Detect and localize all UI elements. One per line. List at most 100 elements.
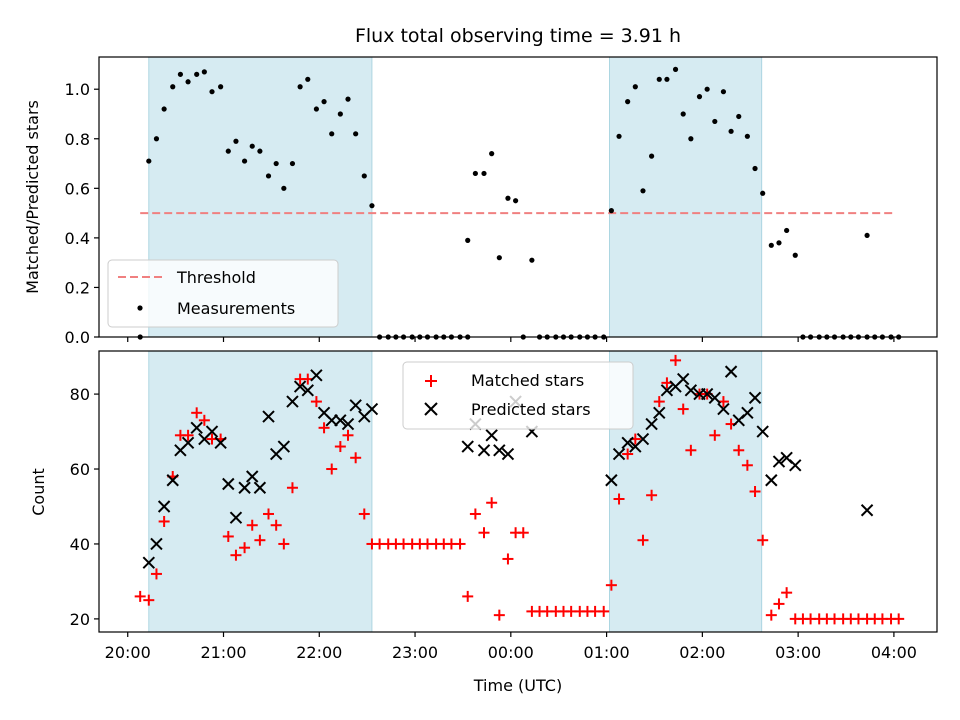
matched-star-point — [685, 444, 697, 456]
measurement-point — [465, 237, 471, 243]
predicted-star-point — [605, 474, 618, 487]
legend-measurements-swatch — [137, 305, 143, 311]
predicted-star-point — [660, 384, 674, 397]
matched-star-point — [191, 407, 203, 419]
predicted-star-point — [301, 384, 314, 397]
measurement-point — [289, 160, 296, 167]
predicted-star-point — [286, 395, 299, 408]
bottom-plot-frame — [98, 350, 938, 633]
matched-star-point — [670, 354, 682, 366]
matched-star-point — [653, 396, 665, 408]
measurement-point — [712, 118, 718, 125]
predicted-star-point — [700, 387, 714, 401]
predicted-star-point — [157, 500, 171, 513]
bottom-x-tick-label: 00:00 — [488, 643, 534, 662]
predicted-star-point — [676, 372, 690, 386]
top-legend: Threshold Measurements — [107, 259, 339, 328]
bottom-y-tick-label: 60 — [70, 460, 90, 479]
matched-star-point — [358, 508, 370, 520]
predicted-star-point — [461, 440, 474, 453]
top-y-tick-label: 0.2 — [65, 278, 90, 297]
predicted-star-point — [717, 402, 730, 416]
measurement-point — [792, 252, 798, 258]
predicted-star-point — [501, 447, 515, 461]
measurement-point — [225, 148, 231, 154]
predicted-star-point — [485, 429, 498, 442]
predicted-star-point — [772, 455, 786, 468]
bottom-x-tick-label: 04:00 — [871, 643, 917, 662]
measurement-point — [345, 96, 351, 102]
top-legend-box — [107, 259, 339, 328]
top-y-axis-label: Matched/Predicted stars — [23, 100, 42, 294]
predicted-star-point — [293, 380, 307, 393]
measurement-point — [353, 131, 359, 137]
bottom-x-tick-label: 21:00 — [200, 643, 246, 662]
matched-star-point — [757, 534, 769, 546]
measurement-point — [177, 71, 184, 77]
bottom-x-tick-label: 23:00 — [392, 643, 438, 662]
matched-star-point — [182, 429, 194, 441]
measurement-points — [137, 66, 902, 340]
matched-star-point — [230, 549, 242, 561]
top-y-axis-ticks: 0.0 0.2 0.4 0.6 0.8 1.0 — [65, 80, 99, 347]
measurement-point — [273, 160, 279, 167]
predicted-star-point — [262, 410, 275, 423]
matched-star-point — [263, 508, 275, 520]
top-plot-frame — [98, 56, 938, 338]
predicted-star-point — [653, 406, 666, 420]
measurement-point — [864, 232, 870, 239]
matched-star-point — [270, 519, 282, 531]
bottom-x-tick-label: 22:00 — [296, 643, 342, 662]
predicted-star-point — [150, 537, 163, 551]
matched-star-point — [622, 448, 634, 460]
matched-star-point — [222, 530, 234, 542]
matched-star-point — [334, 441, 346, 453]
legend-matched-swatch — [425, 375, 437, 387]
measurement-point — [369, 203, 375, 209]
matched-star-point — [469, 508, 481, 520]
top-y-tick-label: 0.0 — [65, 328, 90, 347]
predicted-star-point — [789, 459, 802, 472]
top-plot-panel: 0.0 0.2 0.4 0.6 0.8 1.0 Matched/Predicted sta… — [23, 56, 938, 347]
measurement-point — [752, 165, 758, 172]
bottom-x-tick-label: 02:00 — [679, 643, 725, 662]
matched-star-point — [286, 482, 298, 494]
matched-star-point — [278, 538, 290, 550]
predicted-star-point — [142, 556, 156, 569]
x-axis-label: Time (UTC) — [473, 676, 562, 695]
measurement-point — [680, 111, 686, 117]
matched-star-point — [773, 598, 785, 610]
matched-star-point — [310, 396, 322, 408]
matched-star-point — [502, 553, 514, 565]
predicted-star-point — [277, 440, 291, 453]
matched-star-point — [733, 444, 745, 456]
measurement-point — [768, 242, 774, 248]
measurement-point — [496, 255, 502, 261]
matched-star-point — [350, 452, 362, 464]
measurement-point — [472, 170, 478, 177]
measurement-point — [625, 99, 631, 105]
chart-title: Flux total observing time = 3.91 h — [355, 25, 681, 47]
matched-star-point — [741, 459, 753, 471]
measurement-point — [704, 86, 710, 92]
bottom-y-axis-ticks: 20 40 60 80 — [70, 385, 99, 629]
measurement-point — [632, 84, 638, 90]
predicted-star-point — [341, 417, 355, 431]
measurement-point — [194, 71, 200, 77]
top-y-tick-label: 0.8 — [65, 130, 90, 149]
measurement-point — [329, 131, 335, 137]
measurement-point — [170, 84, 176, 90]
predicted-star-point — [684, 384, 698, 397]
matched-star-point — [143, 594, 155, 606]
matched-star-point — [517, 527, 529, 539]
matched-star-point — [613, 493, 625, 505]
measurement-point — [664, 76, 670, 82]
measurement-point — [146, 158, 152, 164]
bottom-x-axis-ticks: 20:00 21:00 22:00 23:00 00:00 01:00 02:00 03:00… — [105, 632, 917, 662]
bottom-y-tick-label: 20 — [70, 610, 90, 629]
measurement-point — [505, 195, 511, 201]
predicted-star-point — [205, 425, 219, 438]
legend-matched-label: Matched stars — [471, 371, 584, 390]
predicted-star-point — [493, 444, 506, 457]
measurement-point — [728, 128, 734, 134]
